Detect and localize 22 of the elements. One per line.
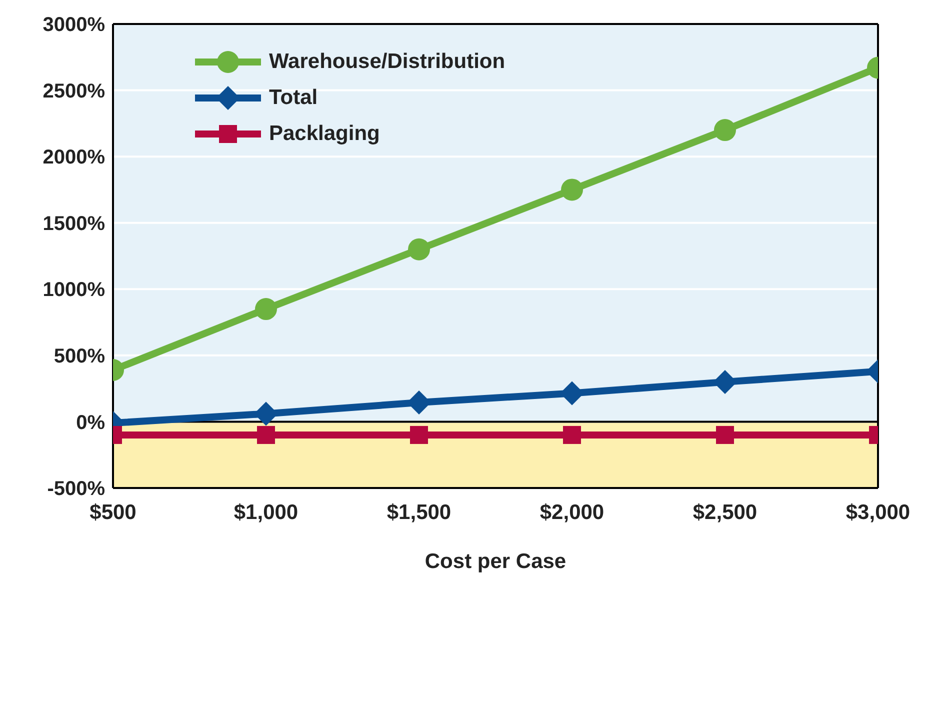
- y-tick-label: 3000%: [42, 14, 106, 36]
- y-tick-label: -500%: [47, 478, 106, 500]
- point: [563, 426, 581, 444]
- y-tick-label: 1000%: [42, 279, 106, 302]
- x-tick-label: $2,500: [692, 500, 758, 524]
- y-tick-label: 2500%: [42, 80, 106, 102]
- y-tick-label: 0%: [76, 412, 106, 434]
- legend-label: Total: [269, 86, 318, 110]
- y-tick-label: 500%: [54, 346, 106, 368]
- x-tick-label: $500: [90, 500, 136, 524]
- x-axis-title: Cost per Case: [424, 550, 566, 573]
- x-tick-label: $1,000: [234, 500, 298, 524]
- legend-label: Packlaging: [269, 122, 380, 146]
- y-tick-label: 2000%: [42, 146, 106, 169]
- y-tick-label: 1500%: [42, 212, 106, 235]
- x-tick-label: $1,500: [386, 500, 452, 524]
- x-tick-label: $3,000: [846, 500, 910, 524]
- point: [561, 178, 583, 201]
- point: [410, 426, 428, 444]
- legend-label: Warehouse/Distribution: [269, 50, 506, 74]
- point: [408, 238, 430, 260]
- x-tick-label: $2,000: [540, 500, 604, 524]
